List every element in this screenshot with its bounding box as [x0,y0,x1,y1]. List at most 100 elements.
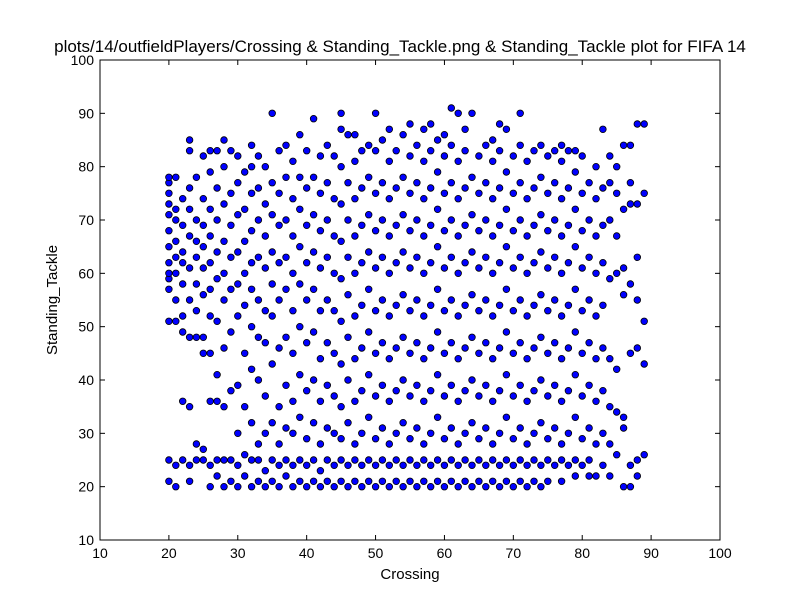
data-point [578,264,586,272]
data-point [234,483,242,491]
data-point [626,280,635,288]
data-point [172,237,180,245]
data-point [303,483,311,491]
data-point [220,456,228,464]
data-point [165,200,173,208]
data-point [544,392,552,400]
data-point [599,221,607,229]
data-point [551,381,559,389]
data-point [261,339,269,347]
data-point [468,461,476,469]
data-point [523,194,531,203]
data-point [461,456,469,464]
data-point [523,483,531,491]
data-point [220,344,228,352]
data-point [599,387,607,395]
data-point [571,413,579,421]
data-point [551,216,559,224]
x-tick-label: 100 [708,545,732,561]
data-point [468,291,476,299]
data-point [564,387,573,395]
data-point [309,456,318,464]
data-point [213,397,221,405]
x-tick-label: 20 [161,545,177,561]
data-point [447,253,455,261]
data-point [495,301,504,309]
data-point [592,397,600,405]
data-point [254,216,263,224]
data-point [378,424,387,432]
data-point [578,435,586,443]
data-point [365,141,373,149]
data-point [323,253,331,261]
y-tick-label: 70 [78,212,94,228]
data-point [289,429,297,437]
data-point [351,232,359,240]
data-point [344,253,352,261]
data-point [165,456,173,464]
data-point [461,259,469,267]
data-point [413,461,421,469]
data-point [447,178,455,187]
data-point [268,280,276,288]
data-point [165,242,173,251]
data-point [427,184,435,192]
data-point [213,216,221,224]
x-axis-label: Crossing [380,566,439,583]
data-point [475,435,483,443]
data-point [385,397,393,405]
data-point [564,259,573,267]
data-point [537,483,545,491]
data-point [461,477,469,485]
data-point [433,456,442,464]
data-point [454,461,462,469]
data-point [447,477,455,485]
data-point [344,130,352,139]
data-point [509,461,517,469]
data-point [358,221,366,229]
data-point [619,291,628,299]
data-point [282,253,290,261]
data-point [371,461,380,469]
data-point [544,264,552,272]
data-point [178,221,187,229]
data-point [206,461,214,469]
data-point [433,371,442,379]
data-point [261,162,269,171]
data-point [185,333,194,341]
data-point [640,451,648,459]
data-point [626,349,635,357]
data-point [192,173,201,181]
data-point [482,381,490,389]
data-point [199,291,207,299]
data-point [316,355,325,363]
data-point [557,194,566,203]
data-point [309,285,318,293]
data-point [385,483,393,491]
data-point [309,376,318,384]
data-point [165,477,173,485]
data-point [172,317,180,325]
data-point [578,226,586,235]
data-point [247,189,256,197]
data-point [165,269,173,277]
data-point [344,419,352,427]
data-point [282,424,290,432]
data-point [309,210,318,219]
data-point [316,189,325,197]
data-point [192,307,201,315]
data-point [275,403,283,411]
y-tick-label: 30 [78,425,94,441]
data-point [185,296,194,304]
data-point [613,451,621,459]
data-point [571,472,579,480]
data-point [192,333,201,341]
data-point [289,157,297,165]
data-point [220,403,228,411]
data-point [213,146,221,155]
data-point [420,397,428,405]
data-point [337,477,345,485]
data-point [247,483,256,491]
data-point [557,440,566,448]
